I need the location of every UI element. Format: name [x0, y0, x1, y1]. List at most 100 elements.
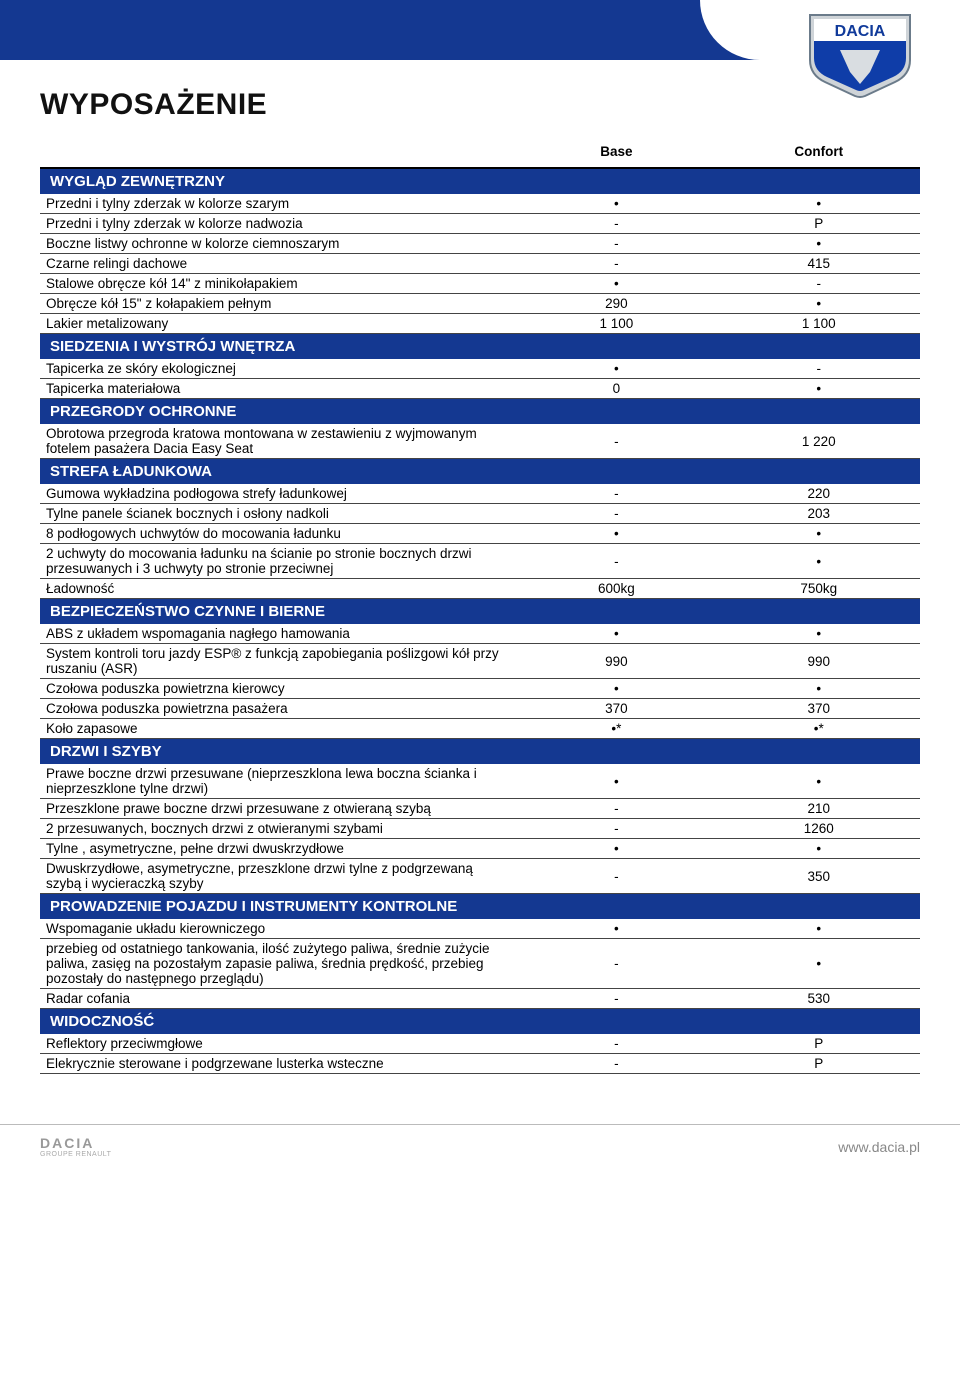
table-row: Przedni i tylny zderzak w kolorze nadwoz…	[40, 214, 920, 234]
section-header: PROWADZENIE POJAZDU I INSTRUMENTY KONTRO…	[40, 894, 920, 920]
footer-sub-text: GROUPE RENAULT	[40, 1151, 111, 1158]
row-value: -	[515, 1054, 717, 1074]
row-label: 2 przesuwanych, bocznych drzwi z otwiera…	[40, 819, 515, 839]
row-value: •	[718, 764, 920, 799]
table-row: Przeszklone prawe boczne drzwi przesuwan…	[40, 799, 920, 819]
row-label: Tylne , asymetryczne, pełne drzwi dwuskr…	[40, 839, 515, 859]
row-value: •	[718, 939, 920, 989]
row-value: 220	[718, 484, 920, 504]
row-value: -	[515, 859, 717, 894]
row-label: Prawe boczne drzwi przesuwane (nieprzesz…	[40, 764, 515, 799]
row-value: •	[718, 379, 920, 399]
section-title: WYGLĄD ZEWNĘTRZNY	[40, 168, 920, 194]
row-value: P	[718, 1034, 920, 1054]
table-row: Stalowe obręcze kół 14" z minikołapakiem…	[40, 274, 920, 294]
row-label: Radar cofania	[40, 989, 515, 1009]
row-label: przebieg od ostatniego tankowania, ilość…	[40, 939, 515, 989]
row-value: •	[718, 194, 920, 214]
table-row: Koło zapasowe•*•*	[40, 719, 920, 739]
row-value: -	[515, 819, 717, 839]
section-header: DRZWI I SZYBY	[40, 739, 920, 765]
equipment-table: Base Confort WYGLĄD ZEWNĘTRZNYPrzedni i …	[40, 138, 920, 1074]
row-value: 350	[718, 859, 920, 894]
row-value: •	[515, 839, 717, 859]
row-label: Tapicerka materiałowa	[40, 379, 515, 399]
table-row: Tapicerka ze skóry ekologicznej•-	[40, 359, 920, 379]
row-label: Ładowność	[40, 579, 515, 599]
row-value: •	[718, 524, 920, 544]
row-label: Koło zapasowe	[40, 719, 515, 739]
row-value: •	[515, 194, 717, 214]
section-title: PROWADZENIE POJAZDU I INSTRUMENTY KONTRO…	[40, 894, 920, 920]
section-title: PRZEGRODY OCHRONNE	[40, 399, 920, 425]
row-label: Stalowe obręcze kół 14" z minikołapakiem	[40, 274, 515, 294]
row-value: 0	[515, 379, 717, 399]
table-row: 2 przesuwanych, bocznych drzwi z otwiera…	[40, 819, 920, 839]
row-label: 2 uchwyty do mocowania ładunku na ściani…	[40, 544, 515, 579]
row-value: •*	[515, 719, 717, 739]
footer-url: www.dacia.pl	[838, 1139, 920, 1155]
row-label: Lakier metalizowany	[40, 314, 515, 334]
row-value: -	[515, 939, 717, 989]
row-value: 415	[718, 254, 920, 274]
row-value: •	[515, 624, 717, 644]
table-row: Prawe boczne drzwi przesuwane (nieprzesz…	[40, 764, 920, 799]
table-row: ABS z układem wspomagania nagłego hamowa…	[40, 624, 920, 644]
row-value: •	[718, 234, 920, 254]
row-label: Przeszklone prawe boczne drzwi przesuwan…	[40, 799, 515, 819]
row-value: 1260	[718, 819, 920, 839]
section-title: DRZWI I SZYBY	[40, 739, 920, 765]
section-header: STREFA ŁADUNKOWA	[40, 459, 920, 485]
row-value: •	[515, 359, 717, 379]
table-row: Czołowa poduszka powietrzna pasażera3703…	[40, 699, 920, 719]
table-row: System kontroli toru jazdy ESP® z funkcj…	[40, 644, 920, 679]
table-row: Obręcze kół 15" z kołapakiem pełnym290•	[40, 294, 920, 314]
row-label: ABS z układem wspomagania nagłego hamowa…	[40, 624, 515, 644]
section-header: WIDOCZNOŚĆ	[40, 1009, 920, 1035]
row-value: 210	[718, 799, 920, 819]
row-value: •	[515, 524, 717, 544]
row-value: 370	[718, 699, 920, 719]
table-row: Przedni i tylny zderzak w kolorze szarym…	[40, 194, 920, 214]
footer-logo: DACIA GROUPE RENAULT	[40, 1135, 111, 1158]
row-label: Czołowa poduszka powietrzna pasażera	[40, 699, 515, 719]
row-label: Obręcze kół 15" z kołapakiem pełnym	[40, 294, 515, 314]
row-label: Obrotowa przegroda kratowa montowana w z…	[40, 424, 515, 459]
row-value: 1 220	[718, 424, 920, 459]
row-value: -	[515, 1034, 717, 1054]
row-value: 1 100	[515, 314, 717, 334]
table-row: Wspomaganie układu kierowniczego••	[40, 919, 920, 939]
table-row: Boczne listwy ochronne w kolorze ciemnos…	[40, 234, 920, 254]
table-row: przebieg od ostatniego tankowania, ilość…	[40, 939, 920, 989]
table-row: Lakier metalizowany1 1001 100	[40, 314, 920, 334]
row-value: P	[718, 214, 920, 234]
row-value: 530	[718, 989, 920, 1009]
row-label: Tylne panele ścianek bocznych i osłony n…	[40, 504, 515, 524]
section-header: WYGLĄD ZEWNĘTRZNY	[40, 168, 920, 194]
table-row: Reflektory przeciwmgłowe-P	[40, 1034, 920, 1054]
row-value: •	[718, 544, 920, 579]
row-value: •	[718, 624, 920, 644]
row-label: Przedni i tylny zderzak w kolorze nadwoz…	[40, 214, 515, 234]
table-row: Tapicerka materiałowa0•	[40, 379, 920, 399]
row-value: 990	[718, 644, 920, 679]
col-base: Base	[515, 138, 717, 168]
row-value: 370	[515, 699, 717, 719]
table-row: 2 uchwyty do mocowania ładunku na ściani…	[40, 544, 920, 579]
table-row: Tylne , asymetryczne, pełne drzwi dwuskr…	[40, 839, 920, 859]
row-label: Elekrycznie sterowane i podgrzewane lust…	[40, 1054, 515, 1074]
table-row: Elekrycznie sterowane i podgrzewane lust…	[40, 1054, 920, 1074]
row-value: 750kg	[718, 579, 920, 599]
row-value: -	[515, 544, 717, 579]
row-value: -	[515, 989, 717, 1009]
row-label: Tapicerka ze skóry ekologicznej	[40, 359, 515, 379]
logo-text: DACIA	[835, 23, 886, 40]
content-area: Base Confort WYGLĄD ZEWNĘTRZNYPrzedni i …	[0, 138, 960, 1094]
section-title: SIEDZENIA I WYSTRÓJ WNĘTRZA	[40, 334, 920, 360]
row-label: System kontroli toru jazdy ESP® z funkcj…	[40, 644, 515, 679]
row-value: •*	[718, 719, 920, 739]
row-value: -	[515, 504, 717, 524]
section-title: STREFA ŁADUNKOWA	[40, 459, 920, 485]
row-value: •	[718, 919, 920, 939]
row-label: Boczne listwy ochronne w kolorze ciemnos…	[40, 234, 515, 254]
